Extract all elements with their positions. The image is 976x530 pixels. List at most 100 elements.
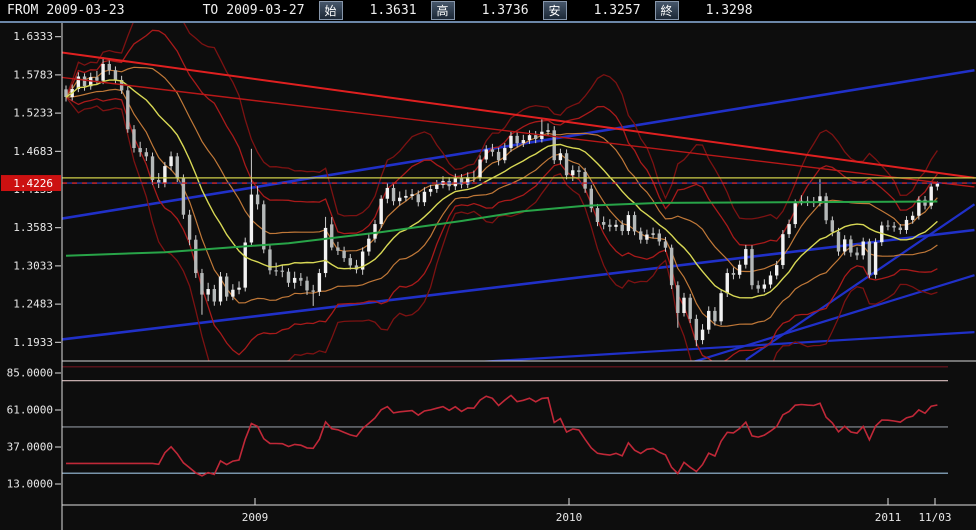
candle-body xyxy=(200,273,204,295)
candle-body xyxy=(336,247,340,251)
candle-body xyxy=(731,273,736,275)
candle-body xyxy=(682,297,686,313)
current-price-box: 1.4226 xyxy=(1,175,61,192)
candle-body xyxy=(688,297,692,319)
candle-body xyxy=(144,152,149,157)
price-tick-label: 1.5783 xyxy=(13,68,53,81)
candle-body xyxy=(354,265,359,270)
candle-body xyxy=(836,231,841,252)
rsi-tick-label: 37.0000 xyxy=(7,441,53,454)
candle-body xyxy=(929,186,933,206)
candle-body xyxy=(744,249,748,265)
candle-body xyxy=(886,225,890,227)
candle-body xyxy=(601,222,606,225)
bollinger-middle-ma xyxy=(65,79,938,299)
price-tick-label: 1.5233 xyxy=(13,107,53,120)
candle-body xyxy=(719,293,723,322)
candle-body xyxy=(187,214,192,240)
candle-body xyxy=(713,310,717,322)
candle-body xyxy=(849,239,853,253)
ohlc-toolbar: FROM 2009-03-23 TO 2009-03-27 始 1.3631 高… xyxy=(0,0,976,21)
candle-body xyxy=(243,242,247,288)
candle-body xyxy=(935,183,940,187)
candle-body xyxy=(768,275,773,285)
candle-body xyxy=(342,250,346,259)
rsi-line xyxy=(66,394,938,477)
candle-body xyxy=(206,289,210,295)
open-value: 1.3631 xyxy=(369,3,417,18)
candle-body xyxy=(503,148,507,161)
candle-body xyxy=(194,239,198,274)
candle-body xyxy=(126,90,130,130)
candle-body xyxy=(824,196,828,221)
candle-body xyxy=(546,130,550,132)
candle-body xyxy=(787,224,791,235)
price-tick-label: 1.1933 xyxy=(13,336,53,349)
candle-body xyxy=(626,215,631,232)
candle-body xyxy=(737,264,742,275)
candle-body xyxy=(231,289,235,297)
candle-body xyxy=(218,276,223,302)
candle-body xyxy=(564,153,569,176)
from-label: FROM xyxy=(7,3,39,18)
bollinger-lower-3sigma xyxy=(65,96,938,361)
candle-body xyxy=(595,208,600,223)
candle-body xyxy=(398,197,402,202)
candle-body xyxy=(379,198,383,225)
candle-body xyxy=(904,219,909,230)
candle-body xyxy=(750,249,754,286)
time-tick-label: 2009 xyxy=(242,511,269,524)
red-trendline-1 xyxy=(62,76,975,188)
candle-body xyxy=(330,224,334,248)
candle-body xyxy=(521,140,526,144)
candle-body xyxy=(867,241,872,275)
close-value: 1.3298 xyxy=(705,3,753,18)
candle-body xyxy=(76,76,81,89)
candle-body xyxy=(391,187,396,202)
main-price-panel xyxy=(62,23,976,361)
candle-body xyxy=(515,135,519,144)
candle-body xyxy=(694,318,699,341)
candle-body xyxy=(496,151,501,161)
candle-body xyxy=(898,227,902,230)
candle-body xyxy=(620,224,624,232)
candle-body xyxy=(292,277,297,283)
candle-body xyxy=(255,194,260,205)
candle-body xyxy=(113,70,118,80)
candle-body xyxy=(169,156,173,167)
header-separator-line xyxy=(0,21,976,23)
candle-body xyxy=(781,234,785,266)
candle-body xyxy=(175,156,179,178)
candle-body xyxy=(558,153,563,161)
candle-body xyxy=(818,196,822,203)
candle-body xyxy=(101,63,105,81)
candle-body xyxy=(466,177,470,185)
price-tick-label: 1.2483 xyxy=(13,298,53,311)
candle-body xyxy=(311,290,315,292)
price-tick-label: 1.6333 xyxy=(13,30,53,43)
axes: 1.63331.57831.52331.46831.41331.35831.30… xyxy=(7,23,976,530)
candle-body xyxy=(268,249,272,271)
candle-body xyxy=(422,191,427,203)
rsi-tick-label: 85.0000 xyxy=(7,367,53,380)
candle-body xyxy=(583,171,587,189)
candle-body xyxy=(212,289,217,302)
candle-body xyxy=(676,285,680,313)
candle-body xyxy=(527,135,532,141)
long-term-ma-green xyxy=(65,200,938,257)
candle-body xyxy=(348,258,352,266)
candle-body xyxy=(453,178,458,187)
candle-body xyxy=(892,225,896,228)
candle-body xyxy=(589,188,593,209)
low-badge: 安 xyxy=(542,1,567,20)
candle-body xyxy=(775,265,779,276)
candle-body xyxy=(249,194,254,243)
candle-body xyxy=(224,276,229,297)
candle-body xyxy=(608,224,612,227)
candle-body xyxy=(793,203,797,225)
candle-body xyxy=(762,284,767,289)
candle-body xyxy=(286,271,291,283)
time-tick-label: 2011 xyxy=(875,511,902,524)
candle-body xyxy=(490,149,495,152)
